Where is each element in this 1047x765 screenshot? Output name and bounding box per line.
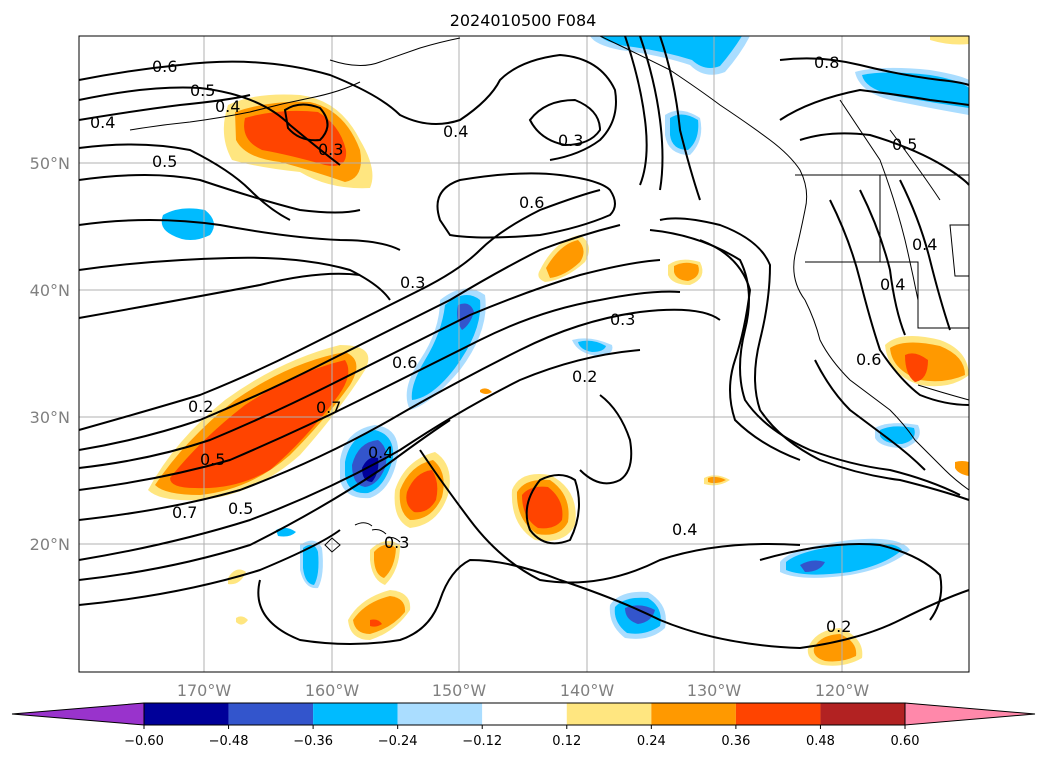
shaded-region xyxy=(578,340,606,352)
shaded-region xyxy=(708,476,726,484)
lon-label: 170°W xyxy=(177,681,232,700)
shaded-region xyxy=(800,560,825,572)
contour-label: 0.3 xyxy=(400,273,425,292)
lon-axis-labels: 170°W 160°W 150°W 140°W 130°W 120°W xyxy=(177,681,870,700)
contour-label: 0.4 xyxy=(672,520,697,539)
contour-label: 0.8 xyxy=(814,53,839,72)
colorbar-tick-label: −0.36 xyxy=(293,734,333,749)
contour-label: 0.4 xyxy=(443,122,468,141)
colorbar-tick-label: 0.12 xyxy=(552,734,581,749)
lon-label: 140°W xyxy=(560,681,615,700)
shaded-region xyxy=(244,110,347,166)
coastlines xyxy=(129,35,970,553)
shaded-region xyxy=(522,486,563,529)
contour-label: 0.5 xyxy=(892,135,917,154)
map-frame xyxy=(78,35,970,673)
lat-label: 30°N xyxy=(30,408,70,427)
colorbar-tick-label: −0.24 xyxy=(378,734,418,749)
colorbar-segment xyxy=(820,703,905,725)
colorbar-segment xyxy=(313,703,398,725)
contour-label: 0.4 xyxy=(880,275,905,294)
colorbar-extend-max xyxy=(904,702,1036,726)
contour-label: 0.4 xyxy=(90,113,115,132)
lat-label: 50°N xyxy=(30,154,70,173)
shaded-region xyxy=(600,36,742,68)
contour-label: 0.3 xyxy=(558,131,583,150)
contour-label: 0.6 xyxy=(856,350,881,369)
colorbar-tick-label: −0.60 xyxy=(124,734,164,749)
colorbar-segment xyxy=(228,703,314,725)
shaded-region xyxy=(161,208,214,240)
lon-label: 130°W xyxy=(687,681,742,700)
colorbar-tick-label: 0.36 xyxy=(721,734,750,749)
contour-label: 0.2 xyxy=(826,617,851,636)
contour-label: 0.3 xyxy=(318,140,343,159)
contour-label: 0.7 xyxy=(316,398,341,417)
shaded-region xyxy=(480,388,492,394)
lon-label: 120°W xyxy=(815,681,870,700)
shaded-region xyxy=(930,36,969,45)
map-title: 2024010500 F084 xyxy=(450,11,597,30)
lat-label: 20°N xyxy=(30,535,70,554)
colorbar-extend-min xyxy=(11,702,145,726)
shaded-region xyxy=(674,262,699,281)
contour-lines xyxy=(78,35,970,650)
contour-labels: 0.6 0.5 0.4 0.4 0.5 0.3 0.4 0.3 0.6 0.8 … xyxy=(90,53,937,636)
shaded-region xyxy=(170,360,349,489)
colorbar-tick-label: 0.48 xyxy=(806,734,835,749)
shaded-region xyxy=(370,619,382,627)
lon-label: 150°W xyxy=(432,681,487,700)
colorbar-segment xyxy=(397,703,483,725)
shaded-anomalies xyxy=(148,36,969,666)
contour-label: 0.5 xyxy=(152,152,177,171)
shaded-region xyxy=(236,616,248,625)
gridlines xyxy=(79,36,969,672)
map-panel: 0.6 0.5 0.4 0.4 0.5 0.3 0.4 0.3 0.6 0.8 … xyxy=(78,35,970,673)
shaded-region xyxy=(303,544,319,585)
colorbar-outline xyxy=(143,702,906,726)
shaded-region xyxy=(670,114,699,150)
lon-label: 160°W xyxy=(305,681,360,700)
contour-label: 0.6 xyxy=(392,353,417,372)
contour-label: 0.3 xyxy=(384,533,409,552)
shaded-region xyxy=(374,544,396,578)
shaded-region xyxy=(905,353,928,382)
colorbar-segment xyxy=(566,703,652,725)
colorbar-tick-label: −0.12 xyxy=(462,734,502,749)
colorbar-segment xyxy=(651,703,736,725)
contour-label: 0.4 xyxy=(368,443,393,462)
contour-label: 0.2 xyxy=(188,397,213,416)
contour-label: 0.3 xyxy=(610,310,635,329)
colorbar-segment xyxy=(144,703,229,725)
contour-label: 0.6 xyxy=(519,193,544,212)
colorbar-tick-label: −0.48 xyxy=(209,734,249,749)
shaded-region xyxy=(353,596,406,634)
lat-axis-labels: 50°N 40°N 30°N 20°N xyxy=(30,154,70,554)
shaded-region xyxy=(406,470,438,513)
colorbar: −0.60 −0.48 −0.36 −0.24 −0.12 0.12 0.24 0.36 0.4… xyxy=(11,702,1036,749)
shaded-region xyxy=(546,240,584,278)
lat-label: 40°N xyxy=(30,281,70,300)
shaded-region xyxy=(955,461,969,476)
contour-label: 0.5 xyxy=(190,81,215,100)
colorbar-tick-label: 0.24 xyxy=(637,734,666,749)
contour-label: 0.5 xyxy=(200,450,225,469)
contour-label: 0.2 xyxy=(572,367,597,386)
contour-label: 0.4 xyxy=(912,235,937,254)
contour-label: 0.6 xyxy=(152,57,177,76)
shaded-region xyxy=(813,634,857,662)
colorbar-tick-label: 0.60 xyxy=(891,734,920,749)
contour-label: 0.4 xyxy=(215,97,240,116)
shaded-region xyxy=(862,72,969,108)
contour-label: 0.5 xyxy=(228,499,253,518)
colorbar-segment xyxy=(482,703,567,725)
contour-label: 0.7 xyxy=(172,503,197,522)
shaded-region xyxy=(625,605,655,624)
colorbar-segment xyxy=(735,703,821,725)
